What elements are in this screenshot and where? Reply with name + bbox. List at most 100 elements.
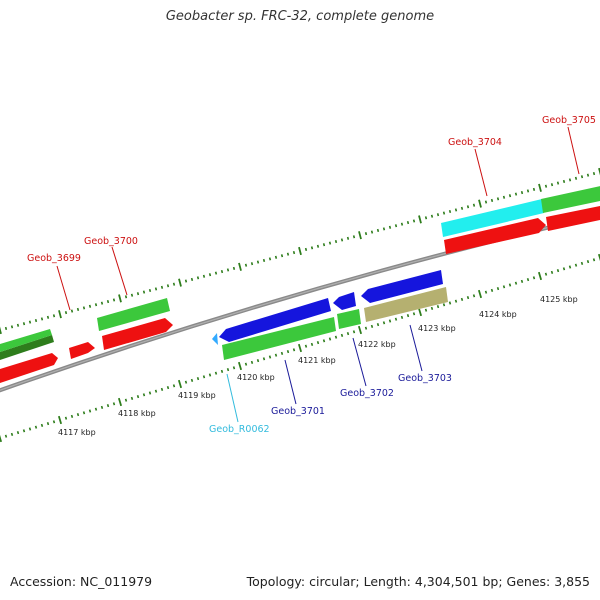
minor-tick [334, 335, 338, 339]
gene-label[interactable]: Geob_3702 [340, 388, 394, 399]
gene-feature-geob-3700[interactable] [102, 318, 173, 350]
gene-feature-green[interactable] [0, 335, 54, 360]
minor-tick [484, 200, 488, 204]
gene-label[interactable]: Geob_R0062 [209, 424, 270, 435]
scale-labels: 4117 kbp 4118 kbp 4119 kbp 4120 kbp 4121… [58, 295, 578, 437]
major-tick [237, 361, 243, 371]
minor-tick [490, 288, 494, 292]
gene-label[interactable]: Geob_3703 [398, 373, 452, 384]
minor-tick [376, 228, 380, 233]
minor-tick [82, 411, 86, 415]
gene-label[interactable]: Geob_3705 [542, 115, 596, 126]
gene-label[interactable]: Geob_3699 [27, 253, 81, 264]
minor-tick [322, 339, 326, 343]
minor-tick [346, 332, 350, 336]
minor-tick [124, 295, 128, 299]
minor-tick [208, 373, 212, 377]
minor-tick [508, 194, 512, 198]
minor-tick [250, 360, 254, 364]
gene-feature-red[interactable] [0, 353, 58, 383]
minor-tick [130, 396, 134, 400]
gene-feature-geob-3704[interactable] [441, 199, 544, 237]
major-tick [597, 253, 600, 262]
minor-tick [544, 184, 548, 188]
minor-tick [562, 179, 566, 184]
gene-feature-red[interactable] [444, 218, 546, 254]
major-tick [298, 246, 302, 256]
minor-tick [280, 351, 284, 355]
gene-feature-geob-3703[interactable] [361, 270, 443, 303]
minor-tick [46, 422, 50, 426]
minor-tick [568, 178, 572, 182]
scale-label: 4121 kbp [298, 356, 336, 365]
minor-tick [484, 290, 488, 294]
minor-tick [364, 326, 368, 330]
gene-feature-khaki[interactable] [364, 287, 448, 322]
minor-tick [214, 271, 218, 275]
gene-feature-geob-r0062[interactable] [212, 333, 218, 345]
minor-tick [166, 284, 170, 288]
minor-tick [244, 362, 248, 366]
minor-tick [280, 254, 284, 258]
minor-tick [328, 337, 332, 341]
minor-tick [130, 293, 134, 297]
minor-tick [196, 276, 200, 280]
minor-tick [550, 183, 554, 187]
gene-label[interactable]: Geob_3701 [271, 406, 325, 417]
minor-tick [292, 251, 296, 255]
minor-tick [70, 309, 74, 313]
gene-feature-green[interactable] [337, 309, 361, 329]
label-leaders [56, 126, 580, 423]
minor-tick [412, 312, 416, 316]
minor-tick [214, 371, 218, 375]
minor-tick [226, 268, 230, 272]
minor-tick [40, 423, 44, 427]
minor-tick [28, 320, 32, 324]
gene-feature-geob-3702[interactable] [333, 292, 356, 310]
minor-tick [352, 235, 356, 239]
gene-feature-green[interactable] [222, 317, 336, 360]
genome-stats-text: Topology: circular; Length: 4,304,501 bp… [246, 574, 590, 589]
minor-tick [532, 187, 536, 191]
minor-tick [388, 225, 392, 229]
minor-tick [196, 377, 200, 381]
minor-tick [250, 262, 254, 266]
minor-tick [292, 348, 296, 352]
gene-labels: Geob_3699 Geob_3700 Geob_R0062 Geob_3701… [27, 115, 596, 435]
minor-tick [4, 326, 8, 330]
gene-feature-geob-3699[interactable] [69, 342, 95, 359]
minor-tick [172, 384, 176, 388]
scale-label: 4119 kbp [178, 391, 216, 400]
minor-tick [442, 303, 446, 307]
minor-tick [10, 432, 14, 436]
minor-tick [286, 252, 290, 256]
minor-tick [28, 427, 32, 431]
minor-tick [400, 315, 404, 319]
minor-tick [100, 405, 104, 409]
map-title: Geobacter sp. FRC-32, complete genome [165, 9, 435, 24]
minor-tick [82, 306, 86, 310]
minor-tick [88, 304, 92, 308]
minor-tick [460, 206, 464, 210]
gene-label[interactable]: Geob_3700 [84, 236, 138, 247]
minor-tick [64, 416, 68, 420]
gene-label[interactable]: Geob_3704 [448, 137, 502, 148]
minor-tick [94, 303, 98, 307]
scale-label: 4118 kbp [118, 409, 156, 418]
minor-tick [136, 395, 140, 399]
minor-tick [556, 269, 560, 273]
gene-feature-geob-3701[interactable] [219, 298, 331, 342]
minor-tick [190, 277, 194, 281]
gene-feature-green[interactable] [0, 329, 52, 352]
minor-tick [496, 287, 500, 291]
minor-tick [532, 276, 536, 280]
gene-feature-green[interactable] [541, 185, 600, 213]
major-tick [178, 278, 182, 287]
minor-tick [544, 272, 548, 276]
gene-feature-geob-3705[interactable] [546, 205, 600, 231]
minor-tick [586, 173, 590, 177]
minor-tick [220, 269, 224, 274]
major-tick [58, 310, 62, 319]
gene-feature-green[interactable] [97, 298, 170, 331]
scale-label: 4123 kbp [418, 324, 456, 333]
